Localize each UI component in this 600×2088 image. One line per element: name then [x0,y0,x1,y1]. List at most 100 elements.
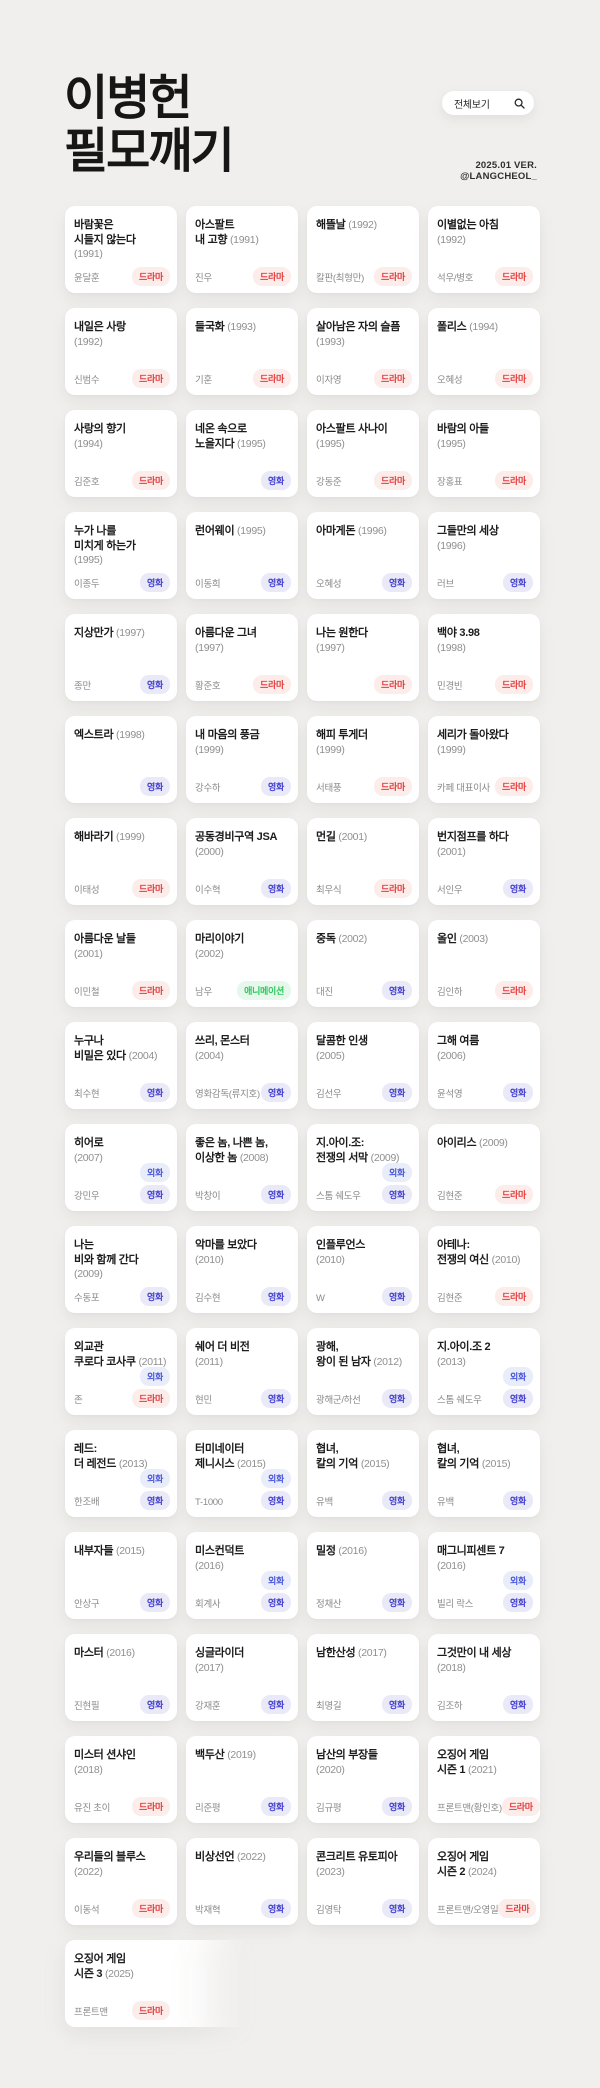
film-card[interactable]: 들국화 (1993) 기훈 드라마 [186,308,298,395]
film-card[interactable]: 싱글라이더 (2017) 강재훈 영화 [186,1634,298,1721]
film-card[interactable]: 광해, 왕이 된 남자 (2012) 광해군/하선 영화 [307,1328,419,1415]
film-card[interactable]: 바람꽃은 시들지 않는다 (1991) 윤달훈 드라마 [65,206,177,293]
film-card[interactable]: 쉐어 더 비전 (2011) 현민 영화 [186,1328,298,1415]
film-card[interactable]: 밀정 (2016) 정채산 영화 [307,1532,419,1619]
film-card[interactable]: 사랑의 향기 (1994) 김준호 드라마 [65,410,177,497]
film-card[interactable]: 쓰리, 몬스터 (2004) 영화감독(류지호) 영화 [186,1022,298,1109]
film-card[interactable]: 나는 비와 함께 간다 (2009) 수동포 영화 [65,1226,177,1313]
category-badge: 영화 [382,1185,412,1204]
film-card[interactable]: 바람의 아들 (1995) 장홍표 드라마 [428,410,540,497]
film-title: 레드: 더 레전드 [74,1443,117,1470]
film-card[interactable]: 오징어 게임 시즌 3 (2025) 프론트맨 드라마 [65,1940,298,2027]
film-card[interactable]: 마리이야기 (2002) 남우 애니메이션 [186,920,298,1007]
film-card[interactable]: 세리가 돌아왔다 (1999) 카페 대표이사 드라마 [428,716,540,803]
film-card-footer: 이자영 드라마 [316,369,412,388]
film-card[interactable]: 아마게돈 (1996) 오혜성 영화 [307,512,419,599]
film-card[interactable]: 지상만가 (1997) 종만 영화 [65,614,177,701]
film-title-block: 마스터 (2016) [74,1646,169,1661]
film-year: (1991) [74,248,103,260]
badge-stack: 드라마 [374,675,412,694]
film-card[interactable]: 먼길 (2001) 최우식 드라마 [307,818,419,905]
film-card[interactable]: 비상선언 (2022) 박재혁 영화 [186,1838,298,1925]
badge-stack: 영화 [382,1899,412,1918]
film-card[interactable]: 히어로 (2007) 강민우 외화 영화 [65,1124,177,1211]
film-card[interactable]: 해뜰날 (1992) 칼판(최형만) 드라마 [307,206,419,293]
film-card[interactable]: 달콤한 인생 (2005) 김선우 영화 [307,1022,419,1109]
badge-stack: 드라마 [495,981,533,1000]
film-card[interactable]: 그것만이 내 세상 (2018) 김조하 영화 [428,1634,540,1721]
film-card[interactable]: 내일은 사랑 (1992) 신범수 드라마 [65,308,177,395]
film-card[interactable]: 아테나: 전쟁의 여신 (2010) 김현준 드라마 [428,1226,540,1313]
category-badge: 드라마 [374,675,412,694]
film-card[interactable]: 레드: 더 레전드 (2013) 한조배 외화 영화 [65,1430,177,1517]
film-card[interactable]: 협녀, 칼의 기억 (2015) 유백 영화 [307,1430,419,1517]
film-card[interactable]: 이별없는 아침 (1992) 석우/병호 드라마 [428,206,540,293]
category-badge: 드라마 [374,471,412,490]
badge-stack: 영화 [140,573,170,592]
film-card[interactable]: 아름다운 날들 (2001) 이민철 드라마 [65,920,177,1007]
film-card[interactable]: 미스터 션샤인 (2018) 유진 초이 드라마 [65,1736,177,1823]
film-card[interactable]: 공동경비구역 JSA (2000) 이수혁 영화 [186,818,298,905]
film-card[interactable]: 좋은 놈, 나쁜 놈, 이상한 놈 (2008) 박창이 영화 [186,1124,298,1211]
film-card[interactable]: 런어웨이 (1995) 이동희 영화 [186,512,298,599]
film-card[interactable]: 중독 (2002) 대진 영화 [307,920,419,1007]
film-card-grid: 바람꽃은 시들지 않는다 (1991) 윤달훈 드라마 아스팔트 내 고향 (1… [65,206,540,2027]
film-card[interactable]: 내부자들 (2015) 안상구 영화 [65,1532,177,1619]
film-card[interactable]: 올인 (2003) 김인하 드라마 [428,920,540,1007]
film-card[interactable]: 해바라기 (1999) 이태성 드라마 [65,818,177,905]
film-card[interactable]: 남한산성 (2017) 최명길 영화 [307,1634,419,1721]
film-title: 미스터 션샤인 [74,1749,136,1761]
film-card[interactable]: 우리들의 블루스 (2022) 이동석 드라마 [65,1838,177,1925]
film-card-inner: 아스팔트 사나이 (1995) 강동준 드라마 [307,410,419,497]
badge-stack: 외화 영화 [261,1469,291,1510]
badge-stack: 영화 [261,1389,291,1408]
film-year: (1995) [74,554,103,566]
film-card[interactable]: 번지점프를 하다 (2001) 서인우 영화 [428,818,540,905]
film-title: 폴리스 [437,321,467,333]
film-card[interactable]: 협녀, 칼의 기억 (2015) 유백 영화 [428,1430,540,1517]
film-card[interactable]: 해피 투게더 (1999) 서태풍 드라마 [307,716,419,803]
film-card[interactable]: 누가 나를 미치게 하는가 (1995) 이종두 영화 [65,512,177,599]
film-card[interactable]: 아이리스 (2009) 김현준 드라마 [428,1124,540,1211]
film-card[interactable]: 백두산 (2019) 리준평 영화 [186,1736,298,1823]
film-card[interactable]: 매그니피센트 7 (2016) 빌리 락스 외화 영화 [428,1532,540,1619]
film-card[interactable]: 아스팔트 사나이 (1995) 강동준 드라마 [307,410,419,497]
film-card[interactable]: 아스팔트 내 고향 (1991) 진우 드라마 [186,206,298,293]
film-card[interactable]: 그들만의 세상 (1996) 러브 영화 [428,512,540,599]
film-card[interactable]: 오징어 게임 시즌 2 (2024) 프론트맨/오영일 드라마 [428,1838,540,1925]
film-title: 중독 [316,933,336,945]
film-card[interactable]: 엑스트라 (1998) 영화 [65,716,177,803]
film-card[interactable]: 지.아이.조: 전쟁의 서막 (2009) 스톰 쉐도우 외화 영화 [307,1124,419,1211]
category-badge: 영화 [382,573,412,592]
film-card[interactable]: 누구나 비밀은 있다 (2004) 최수현 영화 [65,1022,177,1109]
film-card-footer: 신범수 드라마 [74,369,170,388]
film-year: (2021) [467,1763,497,1776]
view-all-button[interactable]: 전체보기 [442,91,534,115]
character-name: 리준평 [195,1803,221,1814]
film-card[interactable]: 살아남은 자의 슬픔 (1993) 이자영 드라마 [307,308,419,395]
film-card-footer: 프론트맨 드라마 [74,2001,170,2020]
film-card[interactable]: 콘크리트 유토피아 (2023) 김영탁 영화 [307,1838,419,1925]
film-card[interactable]: 백야 3.98 (1998) 민경빈 드라마 [428,614,540,701]
character-name: 칼판(최형만) [316,273,364,284]
film-card[interactable]: 터미네이터 제니시스 (2015) T-1000 외화 영화 [186,1430,298,1517]
category-badge: 드라마 [495,471,533,490]
film-card[interactable]: 미스컨덕트 (2016) 회계사 외화 영화 [186,1532,298,1619]
film-card[interactable]: 그해 여름 (2006) 윤석영 영화 [428,1022,540,1109]
film-card[interactable]: 남산의 부장들 (2020) 김규평 영화 [307,1736,419,1823]
film-card[interactable]: 내 마음의 풍금 (1999) 강수하 영화 [186,716,298,803]
film-card[interactable]: 악마를 보았다 (2010) 김수현 영화 [186,1226,298,1313]
badge-stack: 드라마 [374,879,412,898]
film-card[interactable]: 아름다운 그녀 (1997) 황준호 드라마 [186,614,298,701]
film-year: (2004) [128,1049,158,1062]
film-card[interactable]: 지.아이.조 2 (2013) 스톰 쉐도우 외화 영화 [428,1328,540,1415]
film-card[interactable]: 폴리스 (1994) 오혜성 드라마 [428,308,540,395]
film-title-block: 백두산 (2019) [195,1748,290,1763]
film-card[interactable]: 오징어 게임 시즌 1 (2021) 프론트맨(황인호) 드라마 [428,1736,540,1823]
film-card[interactable]: 외교관 쿠로다 코사쿠 (2011) 존 외화 드라마 [65,1328,177,1415]
film-card[interactable]: 나는 원한다 (1997) 드라마 [307,614,419,701]
film-card[interactable]: 마스터 (2016) 진현필 영화 [65,1634,177,1721]
film-title: 마스터 [74,1647,104,1659]
film-card[interactable]: 인플루언스 (2010) W 영화 [307,1226,419,1313]
film-card[interactable]: 네온 속으로 노을지다 (1995) 영화 [186,410,298,497]
